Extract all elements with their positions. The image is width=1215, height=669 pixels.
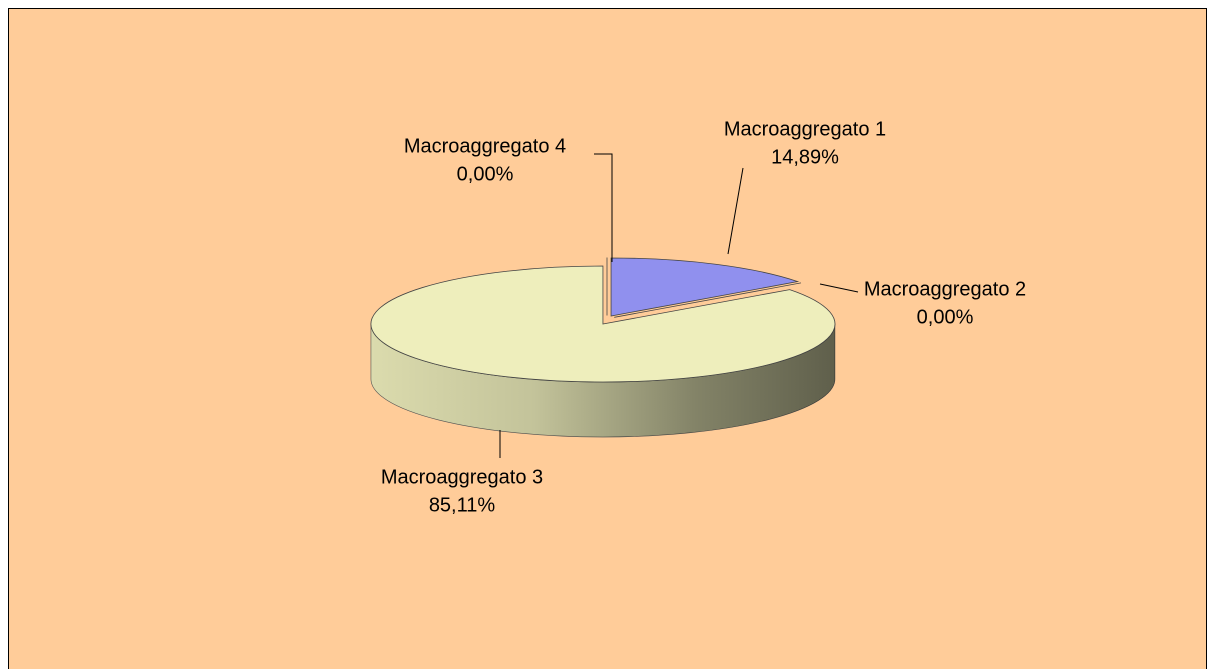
leader-line bbox=[594, 153, 613, 262]
data-label-name: Macroaggregato 1 bbox=[724, 118, 886, 140]
slice bbox=[614, 282, 802, 318]
data-label-value: 0,00% bbox=[457, 163, 514, 185]
data-label-name: Macroaggregato 4 bbox=[404, 135, 566, 157]
data-label-name: Macroaggregato 3 bbox=[381, 466, 543, 488]
data-label-value: 14,89% bbox=[771, 146, 839, 168]
data-label-value: 0,00% bbox=[917, 306, 974, 328]
slice bbox=[370, 265, 836, 383]
side-shading bbox=[370, 324, 835, 438]
slice bbox=[610, 257, 800, 317]
data-label-name: Macroaggregato 2 bbox=[864, 278, 1026, 300]
leader-line bbox=[819, 283, 859, 293]
data-label-value: 85,11% bbox=[429, 494, 496, 516]
leader-line bbox=[727, 167, 744, 255]
